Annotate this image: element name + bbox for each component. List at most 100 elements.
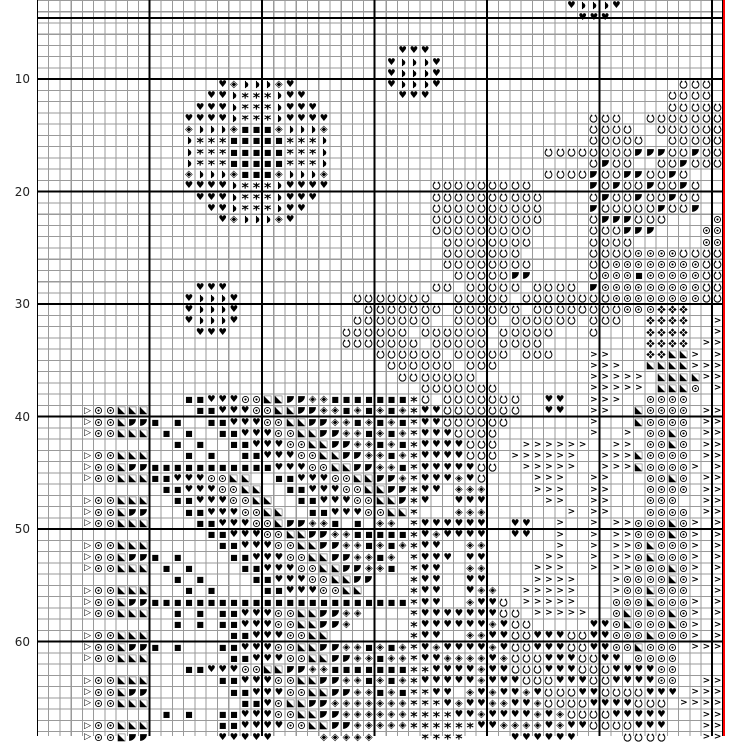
open-circle-with-ears-icon [532, 338, 543, 349]
open-circle-with-ears-icon [543, 687, 554, 698]
open-circle-with-ears-icon [510, 225, 521, 236]
circled-dot-icon [656, 428, 667, 439]
filled-square-icon: ■ [173, 552, 182, 562]
greater-than-icon: > [702, 484, 711, 495]
filled-square-icon: ■ [376, 665, 384, 675]
asterisk-icon: * [410, 509, 418, 521]
quarter-disk-icon [330, 439, 341, 450]
open-circle-with-ears-icon [532, 653, 543, 664]
open-circle-with-ears-icon [645, 203, 656, 214]
circled-dot-icon [656, 540, 667, 551]
dotted-diamond-icon: ◈ [477, 484, 486, 496]
circled-dot-icon [296, 653, 307, 664]
circled-dot-icon [645, 282, 656, 293]
dotted-diamond-icon: ◈ [308, 517, 317, 529]
half-filled-square-icon [116, 417, 127, 428]
circled-dot-icon [678, 619, 689, 630]
heart-icon: ♥ [645, 664, 655, 676]
open-circle-with-ears-icon [420, 315, 431, 326]
quarter-disk-icon [341, 450, 352, 461]
open-circle-with-ears-icon [521, 619, 532, 630]
circled-dot-icon [105, 675, 116, 686]
open-circle-with-ears-icon [645, 698, 656, 709]
open-circle-with-ears-icon [678, 135, 689, 146]
greater-than-icon: > [567, 585, 576, 596]
half-note-flag-icon [206, 124, 217, 135]
circled-dot-icon [645, 270, 656, 281]
open-circle-with-ears-icon [543, 315, 554, 326]
heart-icon: ♥ [420, 652, 430, 664]
circled-dot-icon [622, 259, 633, 270]
filled-square-icon: ■ [196, 575, 204, 585]
greater-than-icon: > [623, 439, 632, 450]
open-circle-with-ears-icon [408, 293, 419, 304]
quarter-disk-icon [330, 653, 341, 664]
open-circle-with-ears-icon [465, 417, 476, 428]
half-filled-square-icon [138, 653, 149, 664]
heart-icon: ♥ [555, 405, 565, 417]
half-filled-square-icon [667, 349, 678, 360]
open-circle-with-ears-icon [611, 225, 622, 236]
heart-icon: ♥ [432, 56, 441, 68]
heart-icon: ♥ [207, 664, 216, 676]
heart-icon: ♥ [207, 191, 216, 203]
open-circle-with-ears-icon [588, 315, 599, 326]
filled-square-icon: ■ [218, 608, 227, 618]
circled-dot-icon [678, 428, 689, 439]
heart-icon: ♥ [240, 709, 250, 721]
heart-icon: ♥ [240, 731, 250, 743]
open-circle-with-ears-icon [521, 338, 532, 349]
open-circle-with-ears-icon [465, 282, 476, 293]
half-filled-square-icon [307, 642, 318, 653]
half-filled-square-icon [138, 450, 149, 461]
open-circle-with-ears-icon [442, 282, 453, 293]
open-circle-with-ears-icon [532, 349, 543, 360]
open-circle-with-ears-icon [588, 248, 599, 259]
heart-icon: ♥ [499, 709, 509, 721]
open-circle-with-ears-icon [476, 462, 487, 473]
heart-icon: ♥ [218, 214, 227, 226]
circled-dot-icon [656, 495, 667, 506]
heart-icon: ♥ [567, 731, 576, 743]
heart-icon: ♥ [634, 664, 644, 676]
circled-dot-icon [633, 619, 644, 630]
dotted-diamond-icon: ◈ [320, 394, 328, 406]
circled-dot-icon [296, 450, 307, 461]
greater-than-icon: > [702, 732, 711, 743]
filled-square-icon: ■ [365, 530, 373, 540]
asterisk-icon: * [410, 644, 418, 656]
quarter-disk-icon [611, 180, 622, 191]
open-circle-with-ears-icon [487, 462, 498, 473]
half-filled-square-icon [240, 484, 251, 495]
open-circle-with-ears-icon [566, 642, 577, 653]
open-circle-with-ears-icon [521, 203, 532, 214]
heart-icon: ♥ [443, 697, 452, 709]
open-circle-with-ears-icon [611, 169, 622, 180]
circled-dot-icon [318, 585, 329, 596]
row-label-30: 30 [14, 297, 30, 311]
half-filled-square-icon [375, 495, 386, 506]
open-circle-with-ears-icon [588, 327, 599, 338]
heart-icon: ♥ [465, 697, 475, 709]
circled-dot-icon [645, 439, 656, 450]
open-circle-with-ears-icon [431, 360, 442, 371]
heart-icon: ♥ [218, 112, 227, 124]
heart-icon: ♥ [252, 551, 261, 563]
dotted-diamond-icon: ◈ [353, 697, 362, 709]
heart-icon: ♥ [319, 180, 329, 192]
open-circle-with-ears-icon [622, 180, 633, 191]
heart-icon: ♥ [477, 619, 486, 631]
open-circle-with-ears-icon [712, 113, 723, 124]
quarter-disk-icon [318, 709, 329, 720]
filled-square-icon: ■ [275, 158, 283, 168]
asterisk-icon: * [207, 149, 216, 161]
quarter-disk-icon [588, 282, 599, 293]
heart-icon: ♥ [623, 664, 632, 676]
filled-square-icon: ■ [185, 563, 193, 573]
open-circle-with-ears-icon [498, 192, 509, 203]
filled-square-icon: ■ [398, 395, 407, 405]
open-circle-with-ears-icon [363, 327, 374, 338]
open-circle-with-ears-icon [453, 304, 464, 315]
filled-square-icon: ■ [162, 473, 171, 483]
quarter-disk-icon [127, 507, 138, 518]
